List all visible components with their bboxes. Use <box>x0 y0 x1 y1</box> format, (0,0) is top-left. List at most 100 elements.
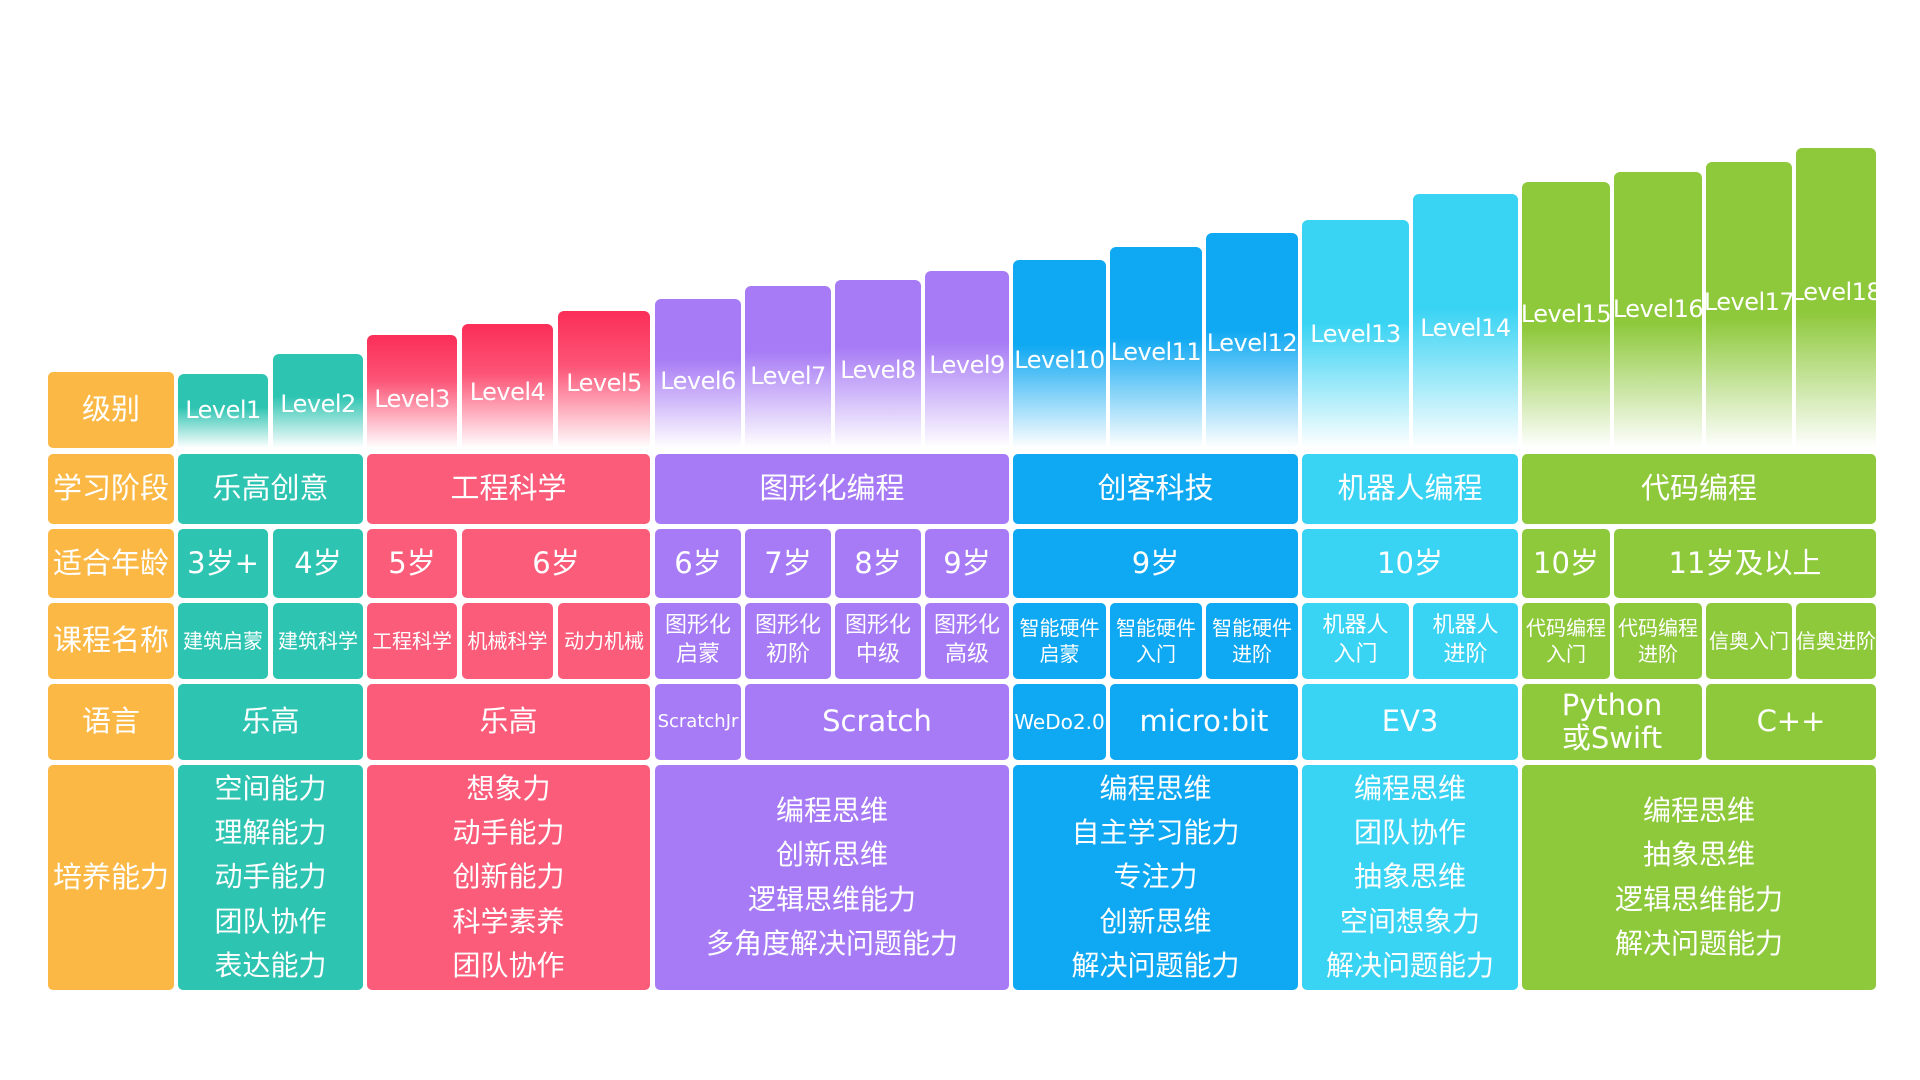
age-cell: 10岁 <box>1302 529 1518 598</box>
course-cell: 智能硬件 进阶 <box>1206 603 1298 679</box>
stage-lego: 乐高创意 <box>178 454 363 524</box>
level-bar-3: Level3 <box>367 335 457 448</box>
language-cell: ScratchJr <box>655 684 741 760</box>
stage-maker: 创客科技 <box>1013 454 1298 524</box>
level-bar-17: Level17 <box>1706 162 1792 448</box>
language-cell: Scratch <box>745 684 1009 760</box>
course-line: 图形化 <box>933 613 1000 639</box>
level-label: Level16 <box>1614 295 1702 323</box>
ability-item: 逻辑思维能力 <box>1614 882 1783 916</box>
course-line: 智能硬件 <box>1212 616 1292 640</box>
age-cell: 9岁 <box>925 529 1009 598</box>
row-label-ability: 培养能力 <box>48 765 174 990</box>
level-label: Level11 <box>1110 338 1202 366</box>
course-line: 图形化 <box>754 613 821 639</box>
ability-item: 动手能力 <box>214 860 327 894</box>
age-cell: 10岁 <box>1522 529 1610 598</box>
ability-item: 创新思维 <box>775 838 888 872</box>
ability-item: 多角度解决问题能力 <box>705 926 958 960</box>
level-bar-9: Level9 <box>925 271 1009 448</box>
level-bar-5: Level5 <box>558 311 650 448</box>
course-line: 机器人 <box>1432 613 1499 639</box>
ability-item: 专注力 <box>1113 860 1198 894</box>
course-cell: 信奥进阶 <box>1796 603 1876 679</box>
course-line: 智能硬件 <box>1116 616 1196 640</box>
age-cell: 7岁 <box>745 529 831 598</box>
course-cell: 图形化 初阶 <box>745 603 831 679</box>
ability-item: 空间能力 <box>214 771 327 805</box>
age-cell: 9岁 <box>1013 529 1298 598</box>
level-label: Level6 <box>660 367 736 395</box>
ability-item: 解决问题能力 <box>1614 926 1783 960</box>
course-line: 智能硬件 <box>1019 616 1100 640</box>
language-line: 乐高 <box>479 704 538 739</box>
course-line: 机械科学 <box>467 628 548 653</box>
course-cell: 建筑科学 <box>273 603 363 679</box>
course-line: 图形化 <box>844 613 911 639</box>
level-label: Level12 <box>1206 329 1298 357</box>
row-label-course: 课程名称 <box>48 603 174 679</box>
level-bar-11: Level11 <box>1110 247 1202 448</box>
language-cell: 乐高 <box>367 684 650 760</box>
age-cell: 11岁及以上 <box>1614 529 1876 598</box>
course-line: 代码编程 <box>1618 616 1698 640</box>
ability-item: 创新思维 <box>1099 904 1212 938</box>
language-cell: Python 或Swift <box>1522 684 1702 760</box>
level-bar-13: Level13 <box>1302 220 1409 448</box>
ability-item: 逻辑思维能力 <box>747 882 916 916</box>
row-label-age: 适合年龄 <box>48 529 174 598</box>
course-line: 图形化 <box>664 613 731 639</box>
ability-cell-code: 编程思维 抽象思维 逻辑思维能力 解决问题能力 <box>1522 765 1876 990</box>
level-label: Level13 <box>1310 320 1401 348</box>
course-cell: 机器人 进阶 <box>1413 603 1518 679</box>
level-label: Level7 <box>750 362 826 390</box>
level-label: Level1 <box>185 396 261 424</box>
level-bar-2: Level2 <box>273 354 363 448</box>
course-cell: 智能硬件 入门 <box>1110 603 1202 679</box>
level-bar-8: Level8 <box>835 280 921 448</box>
ability-item: 编程思维 <box>1099 771 1212 805</box>
level-bar-12: Level12 <box>1206 233 1298 448</box>
course-line: 动力机械 <box>564 628 644 653</box>
course-line: 入门 <box>1546 642 1586 666</box>
level-label: Level2 <box>280 390 356 418</box>
age-cell: 6岁 <box>462 529 650 598</box>
level-label: Level15 <box>1522 300 1610 328</box>
language-line: 或Swift <box>1561 721 1663 755</box>
course-line: 启蒙 <box>1039 642 1080 666</box>
age-cell: 6岁 <box>655 529 741 598</box>
ability-item: 科学素养 <box>452 904 565 938</box>
language-cell: micro:bit <box>1110 684 1298 760</box>
language-line: C++ <box>1756 704 1826 739</box>
ability-item: 理解能力 <box>214 816 327 850</box>
course-line: 中级 <box>855 642 900 667</box>
course-line: 建筑启蒙 <box>183 628 263 653</box>
course-line: 工程科学 <box>372 628 452 653</box>
language-cell: WeDo2.0 <box>1013 684 1106 760</box>
course-cell: 工程科学 <box>367 603 457 679</box>
ability-item: 想象力 <box>466 771 551 805</box>
level-bar-14: Level14 <box>1413 194 1518 448</box>
course-cell: 机器人 入门 <box>1302 603 1409 679</box>
course-line: 机器人 <box>1322 613 1389 639</box>
course-cell: 智能硬件 启蒙 <box>1013 603 1106 679</box>
ability-cell-robotics: 编程思维 团队协作 抽象思维 空间想象力 解决问题能力 <box>1302 765 1518 990</box>
ability-item: 创新能力 <box>452 860 565 894</box>
ability-item: 抽象思维 <box>1353 860 1466 894</box>
language-line: Scratch <box>822 704 932 739</box>
language-line: 乐高 <box>241 704 300 739</box>
language-line: EV3 <box>1381 704 1439 739</box>
course-line: 信奥入门 <box>1709 628 1789 653</box>
ability-cell-lego: 空间能力 理解能力 动手能力 团队协作 表达能力 <box>178 765 363 990</box>
ability-cell-graphical: 编程思维 创新思维 逻辑思维能力 多角度解决问题能力 <box>655 765 1009 990</box>
level-label: Level8 <box>840 356 916 384</box>
course-cell: 动力机械 <box>558 603 650 679</box>
course-line: 建筑科学 <box>278 628 358 653</box>
course-cell: 代码编程 入门 <box>1522 603 1610 679</box>
language-cell: EV3 <box>1302 684 1518 760</box>
ability-item: 解决问题能力 <box>1071 948 1240 982</box>
row-label-stage: 学习阶段 <box>48 454 174 524</box>
course-cell: 代码编程 进阶 <box>1614 603 1702 679</box>
language-line: WeDo2.0 <box>1014 709 1105 734</box>
course-line: 信奥进阶 <box>1796 628 1876 653</box>
